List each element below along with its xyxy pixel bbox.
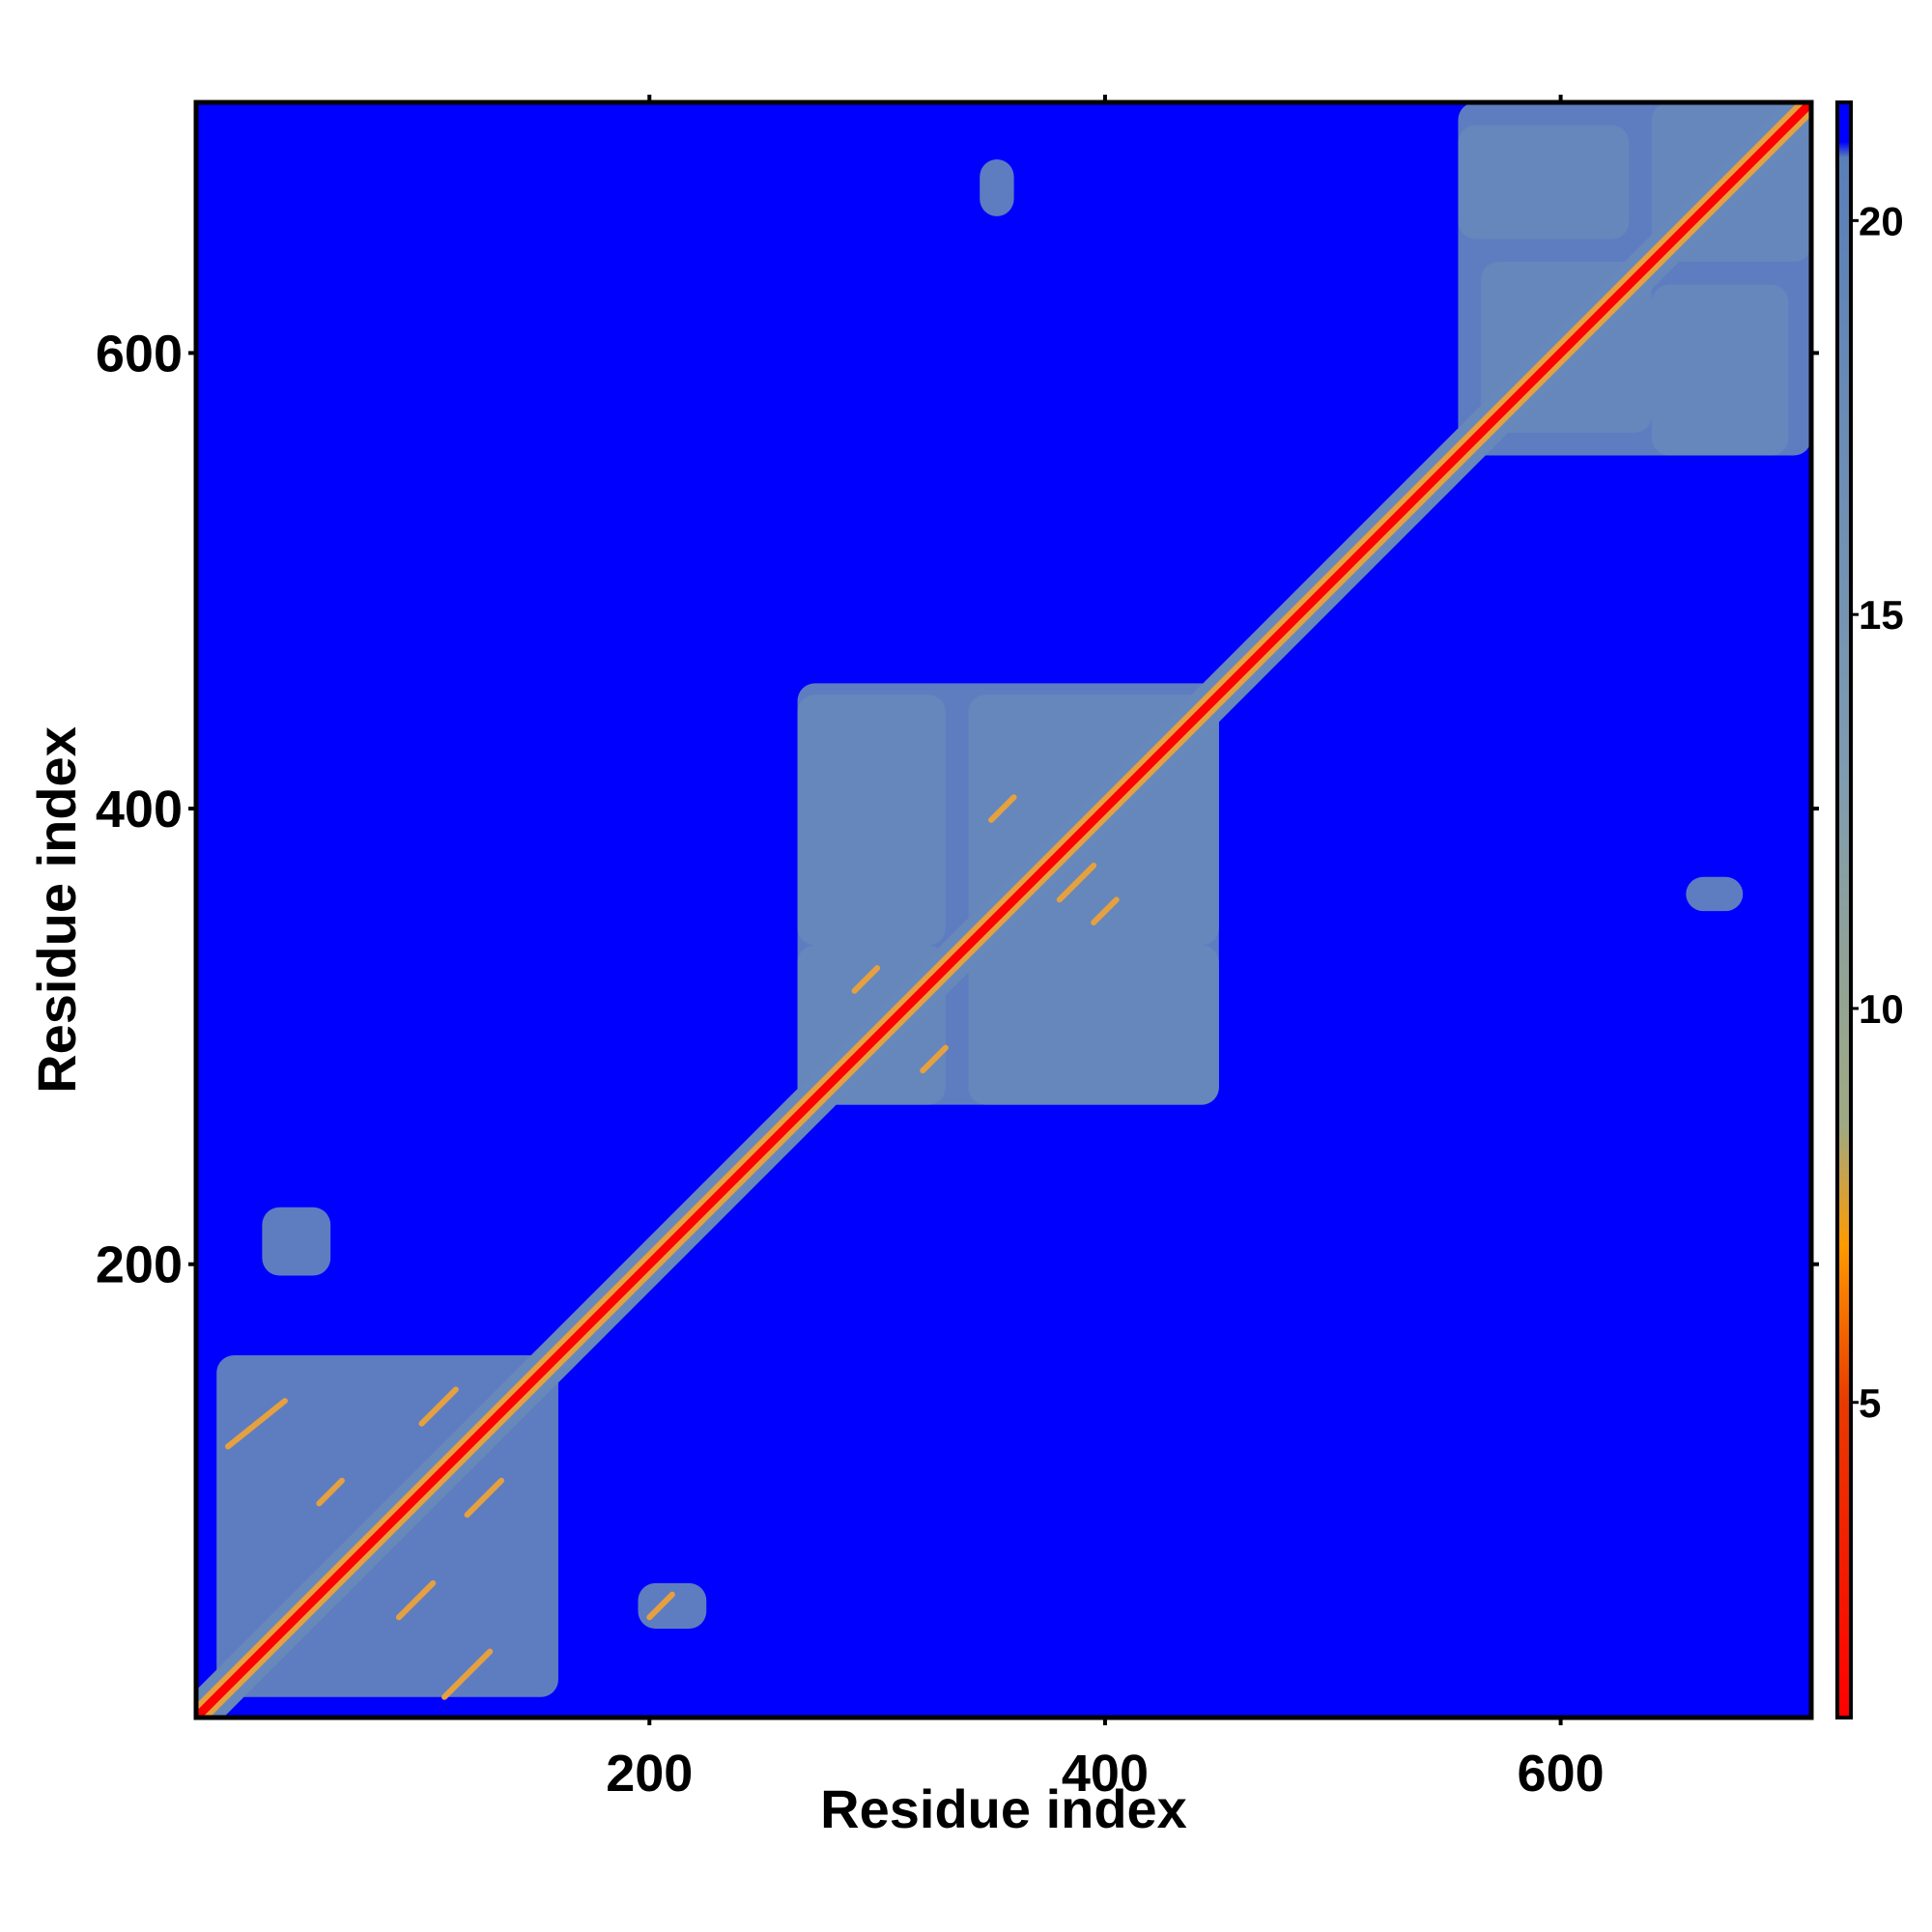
contact-cluster-11 [638, 1582, 707, 1630]
contact-line-9 [988, 794, 1017, 823]
contact-line-11 [1056, 863, 1097, 903]
contact-cluster-6 [1651, 284, 1789, 456]
contact-cluster-9 [797, 695, 946, 946]
colorbar-ticks: 5 10 15 20 [1851, 198, 1904, 1426]
contact-line-5 [316, 1477, 345, 1507]
colorbar-gradient [1835, 100, 1853, 1719]
contact-line-3 [395, 1579, 437, 1621]
colorbar-tick-label: 20 [1859, 198, 1904, 243]
y-tick-label: 200 [96, 1236, 183, 1294]
x-tick-label: 400 [1062, 1745, 1149, 1803]
contact-cluster-5 [1458, 125, 1630, 240]
colorbar: 5 10 15 20 [1835, 100, 1904, 1719]
contact-line-10 [1091, 896, 1120, 925]
plot-frame [193, 99, 1814, 1720]
x-tick-label: 200 [606, 1745, 693, 1803]
colorbar-tick-label: 10 [1859, 986, 1904, 1032]
y-tick-label: 600 [96, 325, 183, 383]
diagonal-line [196, 102, 1811, 1718]
colorbar-tick-label: 15 [1859, 592, 1904, 638]
contact-line-0 [225, 1398, 288, 1450]
contact-line-4 [464, 1477, 505, 1519]
y-tick-label: 400 [96, 781, 183, 838]
contact-line-2 [441, 1648, 494, 1700]
diagonal-band [196, 102, 1811, 1718]
contact-line-6 [418, 1386, 459, 1427]
x-axis-title: Residue index [820, 1778, 1187, 1839]
axis-ticks: 200 400 600 200 400 600 [96, 95, 1819, 1803]
y-axis-title: Residue index [26, 726, 87, 1094]
contact-cluster-13 [980, 158, 1014, 216]
heatmap-plot-area [196, 102, 1811, 1718]
contact-cluster-12 [262, 1207, 331, 1276]
x-tick-label: 600 [1518, 1745, 1605, 1803]
contact-line-8 [851, 965, 881, 994]
contact-cluster-14 [1686, 876, 1744, 912]
contact-line-12 [920, 1044, 949, 1074]
contact-cluster-10 [968, 945, 1219, 1105]
contact-line-7 [646, 1591, 675, 1621]
colorbar-tick-label: 5 [1859, 1380, 1881, 1426]
